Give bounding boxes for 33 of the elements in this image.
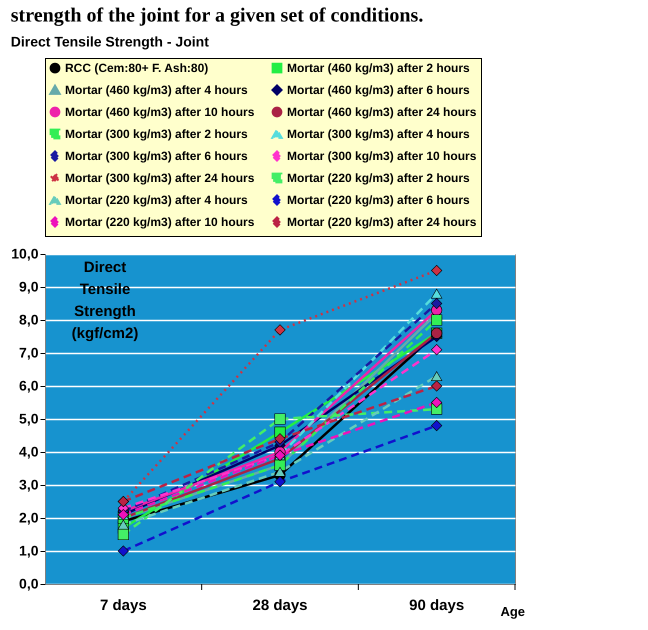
legend-label: Mortar (300 kg/m3) after 4 hours [287,127,470,141]
legend-label: Mortar (220 kg/m3) after 10 hours [65,215,255,229]
legend-label: Mortar (460 kg/m3) after 2 hours [287,61,470,76]
legend-label: Mortar (300 kg/m3) after 10 hours [287,149,477,163]
y-tick-label: 0,0 [19,576,39,592]
legend-label: Mortar (300 kg/m3) after 6 hours [65,149,248,163]
legend-label: Mortar (300 kg/m3) after 24 hours [65,171,255,185]
text: strength of the joint for a given set of conditions. [10,4,424,26]
y-tick-label: 7,0 [19,344,39,360]
legend-label: Mortar (460 kg/m3) after 24 hours [287,105,477,119]
y-tick-label: 10,0 [11,246,39,262]
x-tick-label: 28 days [252,597,308,614]
y-tick-label: 6,0 [19,378,39,394]
legend-label: Mortar (460 kg/m3) after 4 hours [65,83,248,97]
legend-label: Mortar (220 kg/m3) after 6 hours [287,193,470,207]
y-tick-label: 9,0 [19,278,39,294]
legend-label: Mortar (220 kg/m3) after 24 hours [287,215,477,229]
y-tick-label: 3,0 [19,476,39,492]
legend-label: Mortar (220 kg/m3) after 4 hours [65,193,248,207]
legend-label: Mortar (300 kg/m3) after 2 hours [65,127,248,141]
x-axis-title: Age [500,604,525,619]
legend-label: RCC (Cem:80+ F. Ash:80) [65,61,208,76]
y-tick-label: 8,0 [19,312,39,328]
chart-title: Direct Tensile Strength - Joint [10,34,210,50]
y-tick-label: 2,0 [19,510,39,526]
y-tick-label: 5,0 [19,410,39,426]
legend-label: Mortar (460 kg/m3) after 6 hours [287,83,470,97]
x-tick-label: 7 days [100,597,147,614]
x-tick-label: 90 days [409,597,464,614]
y-tick-label: 1,0 [19,542,39,558]
y-tick-label: 4,0 [19,444,39,460]
legend-label: Mortar (220 kg/m3) after 2 hours [287,171,470,185]
legend-label: Mortar (460 kg/m3) after 10 hours [65,105,255,119]
